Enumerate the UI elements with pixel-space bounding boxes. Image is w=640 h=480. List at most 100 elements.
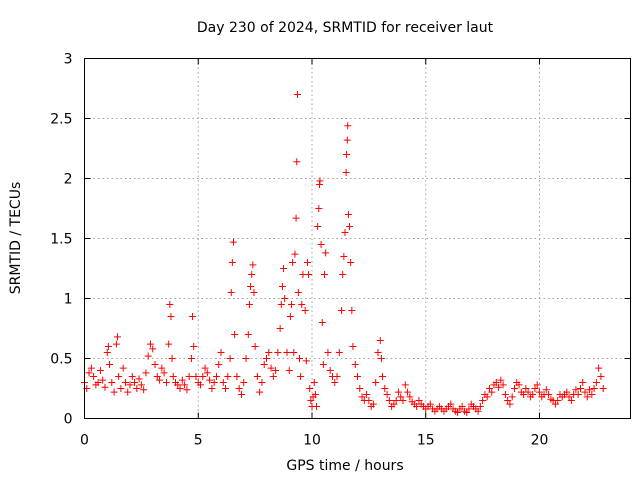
data-point	[245, 301, 253, 308]
data-point	[276, 325, 284, 332]
y-tick-label: 1.5	[50, 232, 72, 248]
x-tick-label: 15	[417, 433, 435, 449]
data-point	[277, 301, 285, 308]
data-point	[572, 386, 580, 394]
data-point	[335, 349, 343, 356]
data-point	[377, 355, 385, 362]
data-point	[153, 373, 161, 380]
grid	[84, 58, 631, 419]
data-point	[165, 340, 173, 348]
data-point	[258, 379, 266, 386]
data-point	[244, 331, 252, 338]
data-point	[219, 379, 227, 386]
data-point	[298, 301, 306, 308]
data-point	[390, 400, 398, 408]
data-point	[135, 375, 143, 383]
data-point	[579, 379, 587, 386]
data-point	[342, 169, 350, 176]
data-point	[588, 391, 596, 398]
data-point	[326, 367, 334, 374]
data-point	[348, 307, 356, 314]
data-point	[192, 373, 200, 380]
data-point	[415, 397, 423, 404]
data-point	[231, 331, 239, 338]
data-point	[289, 259, 297, 266]
data-point	[324, 349, 332, 356]
data-point	[303, 259, 311, 266]
data-point	[492, 379, 500, 386]
data-point	[381, 385, 389, 392]
data-point	[85, 369, 93, 377]
data-point	[581, 388, 589, 396]
data-point	[272, 367, 280, 374]
data-point	[310, 379, 318, 386]
data-point	[99, 376, 107, 384]
chart-title: Day 230 of 2024, SRMTID for receiver lau…	[197, 20, 494, 36]
data-point	[294, 289, 302, 296]
data-point	[119, 364, 127, 372]
data-point	[115, 373, 123, 380]
data-point	[160, 369, 168, 377]
data-point	[599, 385, 607, 392]
data-point	[497, 376, 505, 384]
data-point	[358, 393, 366, 401]
data-point	[140, 386, 148, 394]
data-point	[288, 301, 296, 308]
y-tick-label: 3	[64, 52, 73, 68]
x-axis-label: GPS time / hours	[286, 458, 403, 474]
data-point	[201, 364, 209, 372]
data-point	[295, 355, 303, 362]
data-point	[108, 379, 116, 386]
data-point	[319, 361, 327, 368]
data-point	[158, 364, 166, 372]
data-point	[474, 407, 482, 415]
data-point	[190, 343, 198, 350]
data-point	[280, 265, 288, 272]
data-point	[533, 381, 541, 389]
data-point	[476, 403, 484, 410]
data-point	[265, 349, 273, 356]
plot-frame	[84, 58, 631, 419]
data-point	[374, 349, 382, 356]
data-point	[313, 403, 321, 410]
data-point	[199, 373, 207, 380]
data-point	[592, 379, 600, 386]
data-point	[465, 405, 473, 413]
data-point	[137, 381, 145, 389]
data-point	[301, 307, 309, 314]
data-point	[463, 409, 471, 416]
data-point	[227, 289, 235, 296]
data-point	[522, 385, 530, 392]
data-point	[595, 364, 603, 372]
data-point	[365, 397, 373, 404]
data-point	[302, 357, 310, 365]
data-point	[248, 271, 256, 278]
data-point	[321, 271, 329, 278]
data-point	[113, 333, 121, 341]
data-point	[124, 388, 132, 396]
data-point	[256, 388, 264, 396]
data-point	[317, 241, 325, 248]
data-point	[344, 122, 352, 130]
data-point	[318, 319, 326, 326]
data-point	[397, 393, 405, 401]
data-point	[351, 361, 359, 368]
data-point	[260, 361, 268, 368]
data-point	[110, 388, 118, 396]
data-point	[586, 386, 594, 394]
data-point	[167, 313, 175, 320]
data-point	[297, 373, 305, 380]
data-point	[485, 385, 493, 392]
data-point	[499, 381, 507, 389]
axis-ticks: 0 0.5 1 1.5 2 2.5 3 0 5 10 15 20	[50, 52, 631, 449]
data-point	[168, 355, 176, 362]
data-point	[90, 373, 98, 380]
x-tick-label: 10	[303, 433, 321, 449]
data-point	[156, 376, 164, 384]
data-point	[311, 391, 319, 398]
data-point	[307, 397, 315, 404]
data-point	[529, 391, 537, 398]
data-point	[166, 301, 174, 308]
data-point	[356, 385, 364, 392]
data-point	[283, 349, 291, 356]
